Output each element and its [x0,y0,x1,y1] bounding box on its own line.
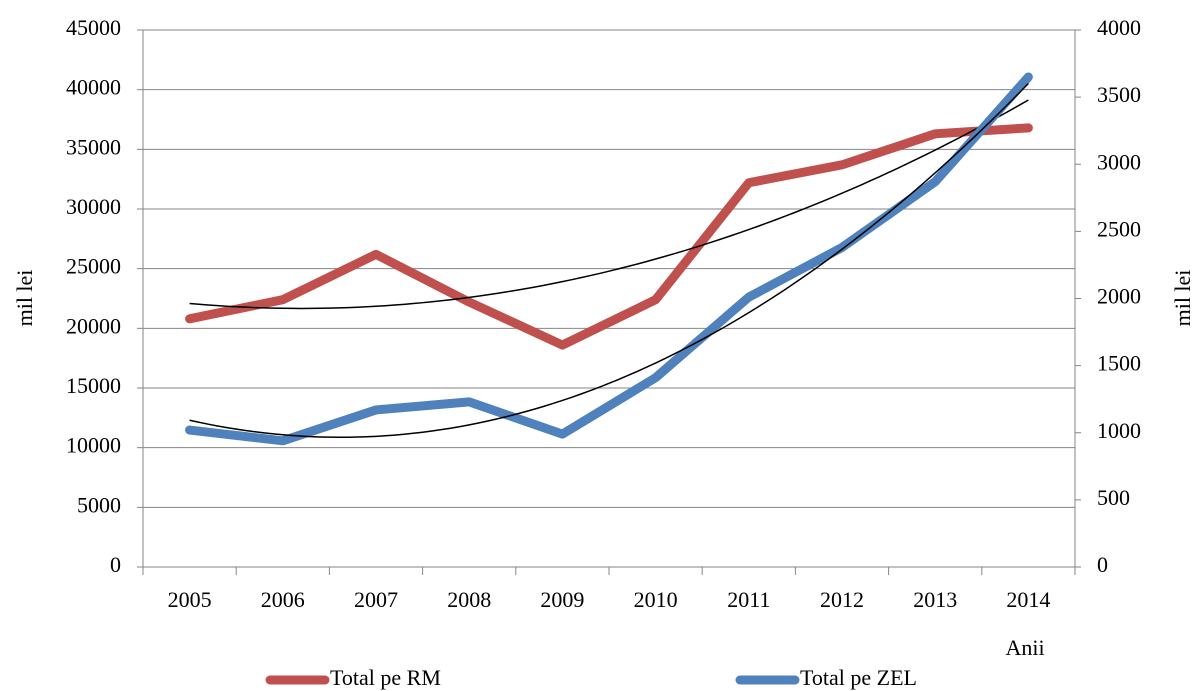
x-tick-label: 2007 [354,587,398,612]
y-tick-label: 20000 [66,313,121,338]
x-tick-label: 2013 [913,587,957,612]
y-tick-label: 15000 [66,373,121,398]
x-tick-label: 2014 [1006,587,1050,612]
y-tick-label: 45000 [66,15,121,40]
y2-tick-label: 3000 [1097,149,1141,174]
x-tick-label: 2009 [540,587,584,612]
y2-axis-label: mil lei [1170,270,1195,327]
x-tick-label: 2011 [727,587,770,612]
y-tick-label: 5000 [77,492,121,517]
y-tick-label: 10000 [66,433,121,458]
series-line [185,123,1033,350]
legend-label: Total pe RM [330,665,441,690]
series-line [185,72,1033,446]
trendline [189,99,1029,310]
y-tick-label: 35000 [66,134,121,159]
y-tick-label: 0 [110,552,121,577]
x-tick-label: 2010 [634,587,678,612]
trendline [189,82,1029,439]
x-axis-label: Anii [1005,635,1044,660]
y2-tick-label: 3500 [1097,82,1141,107]
y2-tick-label: 1000 [1097,418,1141,443]
y2-tick-label: 0 [1097,552,1108,577]
x-tick-label: 2005 [168,587,212,612]
y-tick-label: 25000 [66,254,121,279]
y2-tick-label: 2500 [1097,216,1141,241]
y2-tick-label: 2000 [1097,284,1141,309]
legend-label: Total pe ZEL [800,665,917,690]
x-tick-label: 2006 [261,587,305,612]
y2-tick-label: 500 [1097,485,1130,510]
y-tick-label: 40000 [66,75,121,100]
y-axis-label: mil lei [12,270,37,327]
x-tick-label: 2008 [447,587,491,612]
y2-tick-label: 4000 [1097,15,1141,40]
y-tick-label: 30000 [66,194,121,219]
y2-tick-label: 1500 [1097,351,1141,376]
x-tick-label: 2012 [820,587,864,612]
